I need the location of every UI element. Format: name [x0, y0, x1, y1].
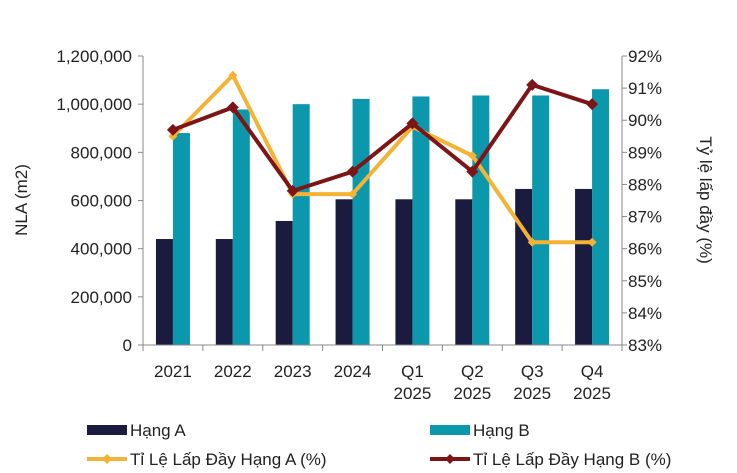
point-occupancy-hang-b-4: [406, 117, 419, 130]
x-tick-label-2: 2023: [274, 362, 312, 381]
y2-tick-label-0: 83%: [628, 336, 662, 355]
point-occupancy-hang-b-2: [286, 184, 299, 197]
x-tick-label-3: 2024: [334, 362, 372, 381]
bar-hang-a-4: [395, 199, 413, 345]
point-occupancy-hang-b-6: [526, 78, 539, 91]
point-occupancy-hang-a-5: [467, 151, 477, 161]
y2-axis-title: Tỷ lệ lấp đầy (%): [696, 136, 715, 264]
point-occupancy-hang-a-6: [527, 237, 537, 247]
bar-hang-b-5: [472, 95, 490, 345]
point-occupancy-hang-a-0: [168, 131, 178, 141]
y2-tick-label-5: 88%: [628, 175, 662, 194]
y2-tick-label-8: 91%: [628, 79, 662, 98]
point-occupancy-hang-b-1: [226, 101, 239, 114]
point-occupancy-hang-a-1: [228, 70, 238, 80]
tick-layer: 0 200,000 400,000 600,000 800,000 1,000,000 1,…: [56, 47, 662, 403]
y-tick-label-2: 400,000: [71, 240, 132, 259]
x-tick-label-7: Q4 2025: [573, 362, 611, 403]
x-tick-label-1: 2022: [214, 362, 252, 381]
point-occupancy-hang-b-0: [166, 123, 179, 136]
y-tick-label-4: 800,000: [71, 143, 132, 162]
y-axis-title: NLA (m2): [12, 164, 31, 236]
bar-layer: [155, 89, 610, 346]
y-tick-label-6: 1,200,000: [56, 47, 132, 66]
y2-tick-label-4: 87%: [628, 208, 662, 227]
x-tick-label-5: Q2 2025: [453, 362, 491, 403]
legend-label-occupancy-hang-b: Tỉ Lệ Lấp Đầy Hạng B (%): [473, 450, 671, 469]
point-occupancy-hang-a-3: [348, 189, 358, 199]
bar-hang-b-4: [412, 96, 430, 346]
y2-tick-label-6: 89%: [628, 143, 662, 162]
axes-layer: [138, 55, 627, 351]
point-occupancy-hang-b-5: [466, 165, 479, 178]
line-occupancy-hang-a: [171, 73, 593, 245]
legend-swatch-marker-occupancy-hang-b: [445, 454, 455, 464]
point-occupancy-hang-a-7: [587, 237, 597, 247]
bar-hang-b-1: [232, 109, 250, 345]
x-tick-label-4: Q1 2025: [394, 362, 432, 403]
y2-tick-label-3: 86%: [628, 240, 662, 259]
bar-hang-b-0: [172, 133, 190, 345]
bar-hang-a-7: [575, 188, 593, 345]
bar-hang-b-7: [592, 89, 610, 345]
bar-hang-b-3: [352, 98, 370, 345]
y-tick-label-1: 200,000: [71, 288, 132, 307]
line-layer: [166, 70, 599, 247]
legend-swatch-hang-a: [87, 425, 127, 435]
bar-hang-a-0: [155, 239, 173, 345]
y2-tick-label-9: 92%: [628, 47, 662, 66]
y-tick-label-5: 1,000,000: [56, 95, 132, 114]
point-occupancy-hang-b-3: [346, 165, 359, 178]
point-occupancy-hang-b-7: [586, 98, 599, 111]
bar-hang-a-5: [455, 199, 473, 345]
bar-hang-a-6: [515, 188, 533, 345]
x-tick-label-0: 2021: [154, 362, 192, 381]
legend-swatch-marker-occupancy-hang-a: [102, 454, 112, 464]
bar-hang-a-3: [335, 199, 353, 345]
legend-label-occupancy-hang-a: Tỉ Lệ Lấp Đầy Hạng A (%): [130, 450, 327, 469]
legend-label-hang-a: Hạng A: [130, 421, 186, 440]
bar-hang-a-2: [275, 220, 293, 345]
bar-hang-b-6: [532, 95, 550, 345]
y2-tick-label-1: 84%: [628, 304, 662, 323]
line-occupancy-hang-b: [172, 82, 593, 193]
y-tick-label-0: 0: [123, 336, 132, 355]
y-tick-label-3: 600,000: [71, 192, 132, 211]
legend: Hạng A Hạng B Tỉ Lệ Lấp Đầy Hạng A (%) Tỉ L…: [87, 421, 671, 469]
bar-hang-a-1: [215, 239, 233, 345]
bar-hang-b-2: [292, 104, 310, 346]
x-tick-label-6: Q3 2025: [513, 362, 551, 403]
y2-tick-label-7: 90%: [628, 111, 662, 130]
legend-swatch-hang-b: [430, 425, 470, 435]
legend-label-hang-b: Hạng B: [473, 421, 530, 440]
y2-tick-label-2: 85%: [628, 272, 662, 291]
